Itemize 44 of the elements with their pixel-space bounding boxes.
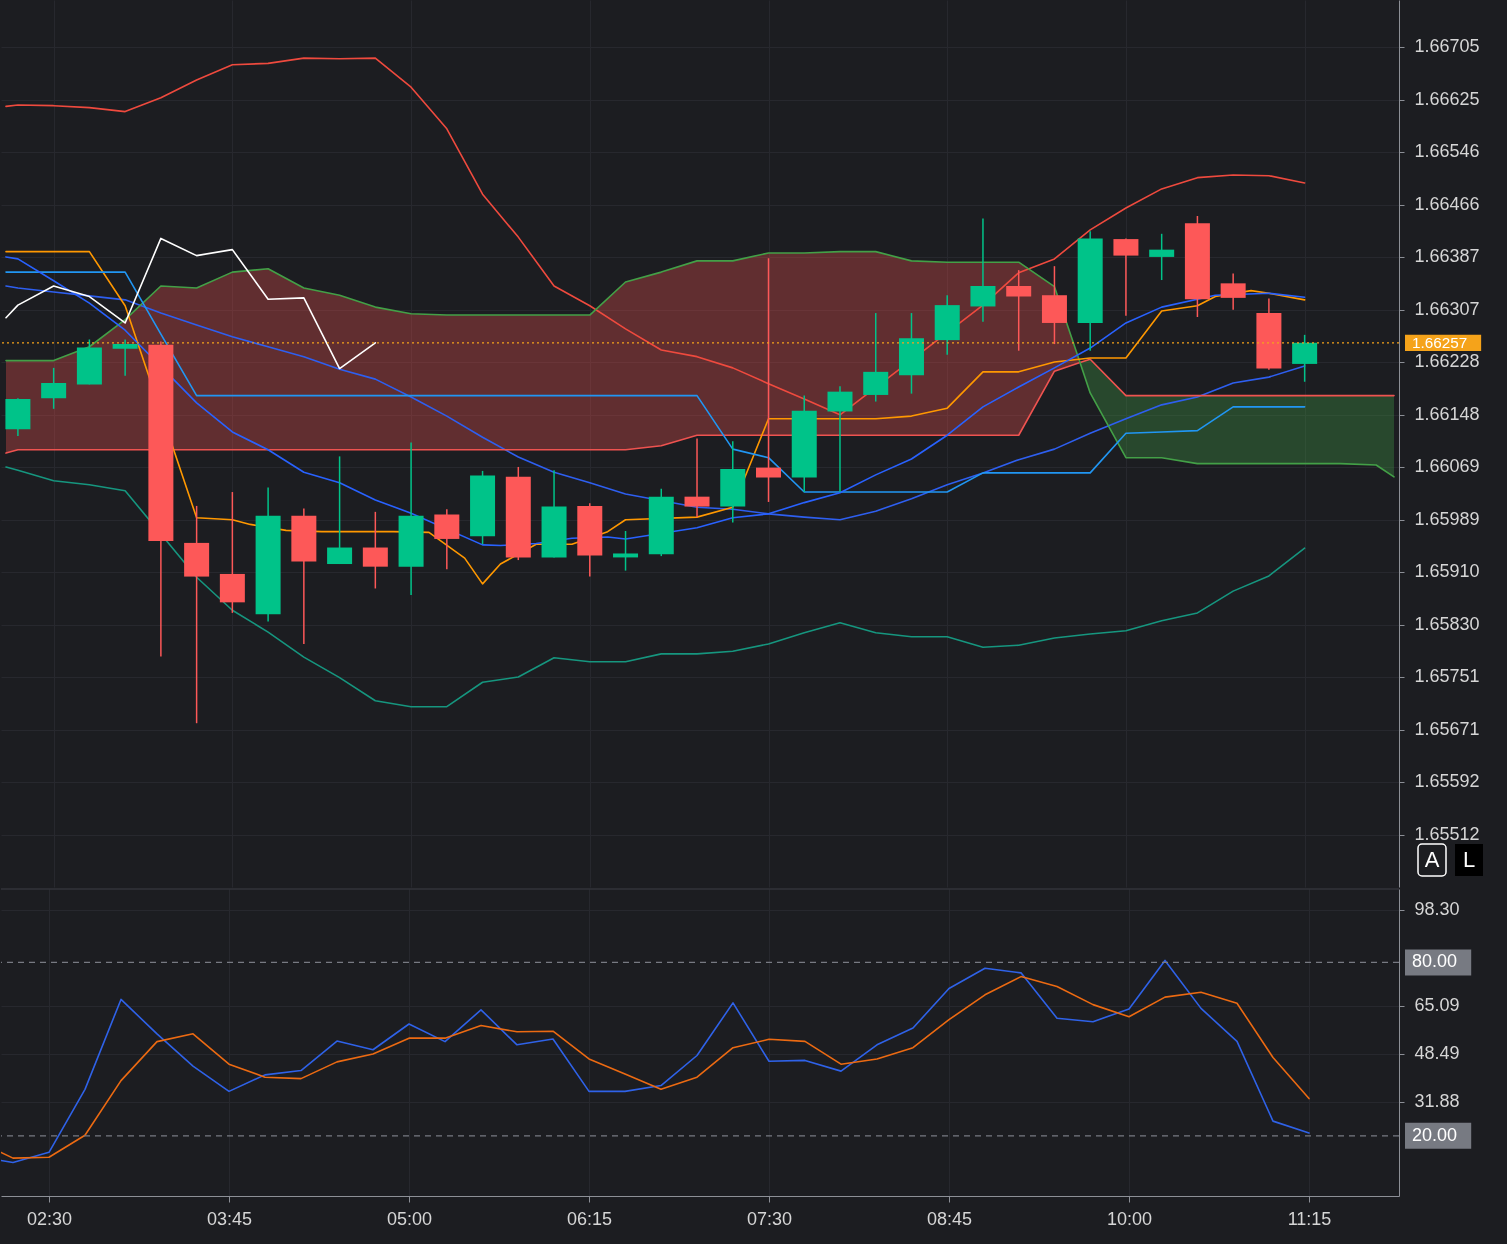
x-tick-label: 08:45 <box>926 1208 973 1229</box>
y-tick-label: 1.65671 <box>1414 719 1480 740</box>
x-tick-label: 02:30 <box>26 1208 73 1229</box>
ref-line-label: 20.00 <box>1412 1124 1458 1145</box>
ref-line-label: 1.66257 <box>1412 333 1468 351</box>
x-tick-label: 05:00 <box>386 1208 433 1229</box>
line-series <box>5 237 377 370</box>
candlestick <box>684 437 710 518</box>
x-tick-label: 07:30 <box>746 1208 793 1229</box>
y-tick-label: 1.66546 <box>1414 141 1480 162</box>
y-tick-label: 1.65512 <box>1414 824 1480 845</box>
line-series <box>5 271 1306 493</box>
line-series <box>5 57 1306 416</box>
line-series <box>5 250 1395 478</box>
x-tick-label: 06:15 <box>566 1208 613 1229</box>
y-tick-label: 1.66466 <box>1414 194 1480 215</box>
y-tick-label: 1.65751 <box>1414 666 1480 687</box>
x-tick-label: 10:00 <box>1106 1208 1153 1229</box>
line-series <box>5 358 1395 454</box>
y-tick-label: 65.09 <box>1414 995 1460 1016</box>
candlestick <box>1149 233 1175 281</box>
text: L <box>1462 847 1476 872</box>
candlestick <box>112 338 138 377</box>
y-tick-label: 1.66148 <box>1414 404 1480 425</box>
y-tick-label: 48.49 <box>1414 1043 1460 1064</box>
y-tick-label: 1.66705 <box>1414 36 1480 57</box>
y-tick-label: 1.66228 <box>1414 351 1480 372</box>
y-tick-label: 31.88 <box>1414 1091 1460 1112</box>
y-tick-label: 1.66387 <box>1414 246 1480 267</box>
y-tick-label: 1.65989 <box>1414 509 1480 530</box>
y-tick-label: 1.66625 <box>1414 89 1480 110</box>
ref-line-label: 80.00 <box>1412 951 1458 972</box>
y-tick-label: 1.66307 <box>1414 299 1480 320</box>
y-tick-label: 98.30 <box>1414 899 1460 920</box>
y-tick-label: 1.65830 <box>1414 614 1480 635</box>
candlestick <box>756 257 781 503</box>
text: A <box>1424 847 1440 872</box>
y-tick-label: 1.66069 <box>1414 456 1480 477</box>
candlestick <box>613 530 639 572</box>
x-tick-label: 03:45 <box>206 1208 253 1229</box>
line-series <box>5 466 1306 708</box>
x-tick-label: 11:15 <box>1287 1208 1332 1229</box>
y-tick-label: 1.65592 <box>1414 771 1480 792</box>
y-tick-label: 1.65910 <box>1414 561 1480 582</box>
